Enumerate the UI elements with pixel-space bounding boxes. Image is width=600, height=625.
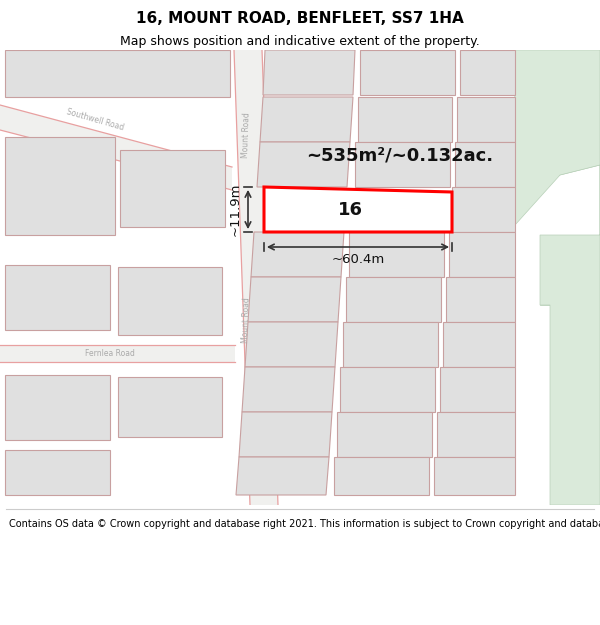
Polygon shape — [515, 50, 600, 505]
Polygon shape — [550, 305, 600, 505]
Polygon shape — [360, 50, 455, 95]
Polygon shape — [118, 267, 222, 335]
Polygon shape — [434, 457, 515, 495]
Polygon shape — [242, 367, 335, 412]
Polygon shape — [257, 142, 350, 187]
Polygon shape — [346, 277, 441, 322]
Polygon shape — [460, 50, 515, 95]
Polygon shape — [457, 97, 515, 142]
Polygon shape — [540, 235, 600, 305]
Polygon shape — [0, 105, 232, 190]
Polygon shape — [234, 50, 278, 505]
Polygon shape — [264, 187, 452, 232]
Polygon shape — [340, 367, 435, 412]
Text: ~60.4m: ~60.4m — [331, 253, 385, 266]
Polygon shape — [245, 322, 338, 367]
Polygon shape — [5, 265, 110, 330]
Polygon shape — [120, 150, 225, 227]
Polygon shape — [349, 232, 444, 277]
Text: ~11.9m: ~11.9m — [229, 182, 242, 236]
Polygon shape — [452, 187, 515, 232]
Text: Mount Road: Mount Road — [241, 297, 251, 343]
Polygon shape — [5, 137, 115, 235]
Polygon shape — [251, 232, 344, 277]
Polygon shape — [343, 322, 438, 367]
Text: 16: 16 — [337, 201, 362, 219]
Polygon shape — [440, 367, 515, 412]
Polygon shape — [239, 412, 332, 457]
Polygon shape — [248, 277, 341, 322]
Polygon shape — [118, 377, 222, 437]
Polygon shape — [5, 50, 230, 97]
Polygon shape — [334, 457, 429, 495]
Polygon shape — [455, 142, 515, 187]
Polygon shape — [449, 232, 515, 277]
Text: Mount Road: Mount Road — [241, 112, 251, 158]
Text: ~535m²/~0.132ac.: ~535m²/~0.132ac. — [307, 146, 494, 164]
Text: Southwell Road: Southwell Road — [65, 107, 125, 132]
Polygon shape — [443, 322, 515, 367]
Text: Fernlea Road: Fernlea Road — [85, 349, 135, 358]
Polygon shape — [437, 412, 515, 457]
Polygon shape — [446, 277, 515, 322]
Polygon shape — [355, 142, 450, 187]
Text: Contains OS data © Crown copyright and database right 2021. This information is : Contains OS data © Crown copyright and d… — [9, 519, 600, 529]
Polygon shape — [236, 457, 329, 495]
Polygon shape — [260, 97, 353, 142]
Polygon shape — [5, 375, 110, 440]
Polygon shape — [358, 97, 452, 142]
Polygon shape — [0, 345, 235, 362]
Polygon shape — [337, 412, 432, 457]
Text: 16, MOUNT ROAD, BENFLEET, SS7 1HA: 16, MOUNT ROAD, BENFLEET, SS7 1HA — [136, 11, 464, 26]
Polygon shape — [515, 50, 600, 225]
Text: Map shows position and indicative extent of the property.: Map shows position and indicative extent… — [120, 35, 480, 48]
Polygon shape — [5, 450, 110, 495]
Polygon shape — [263, 50, 355, 95]
